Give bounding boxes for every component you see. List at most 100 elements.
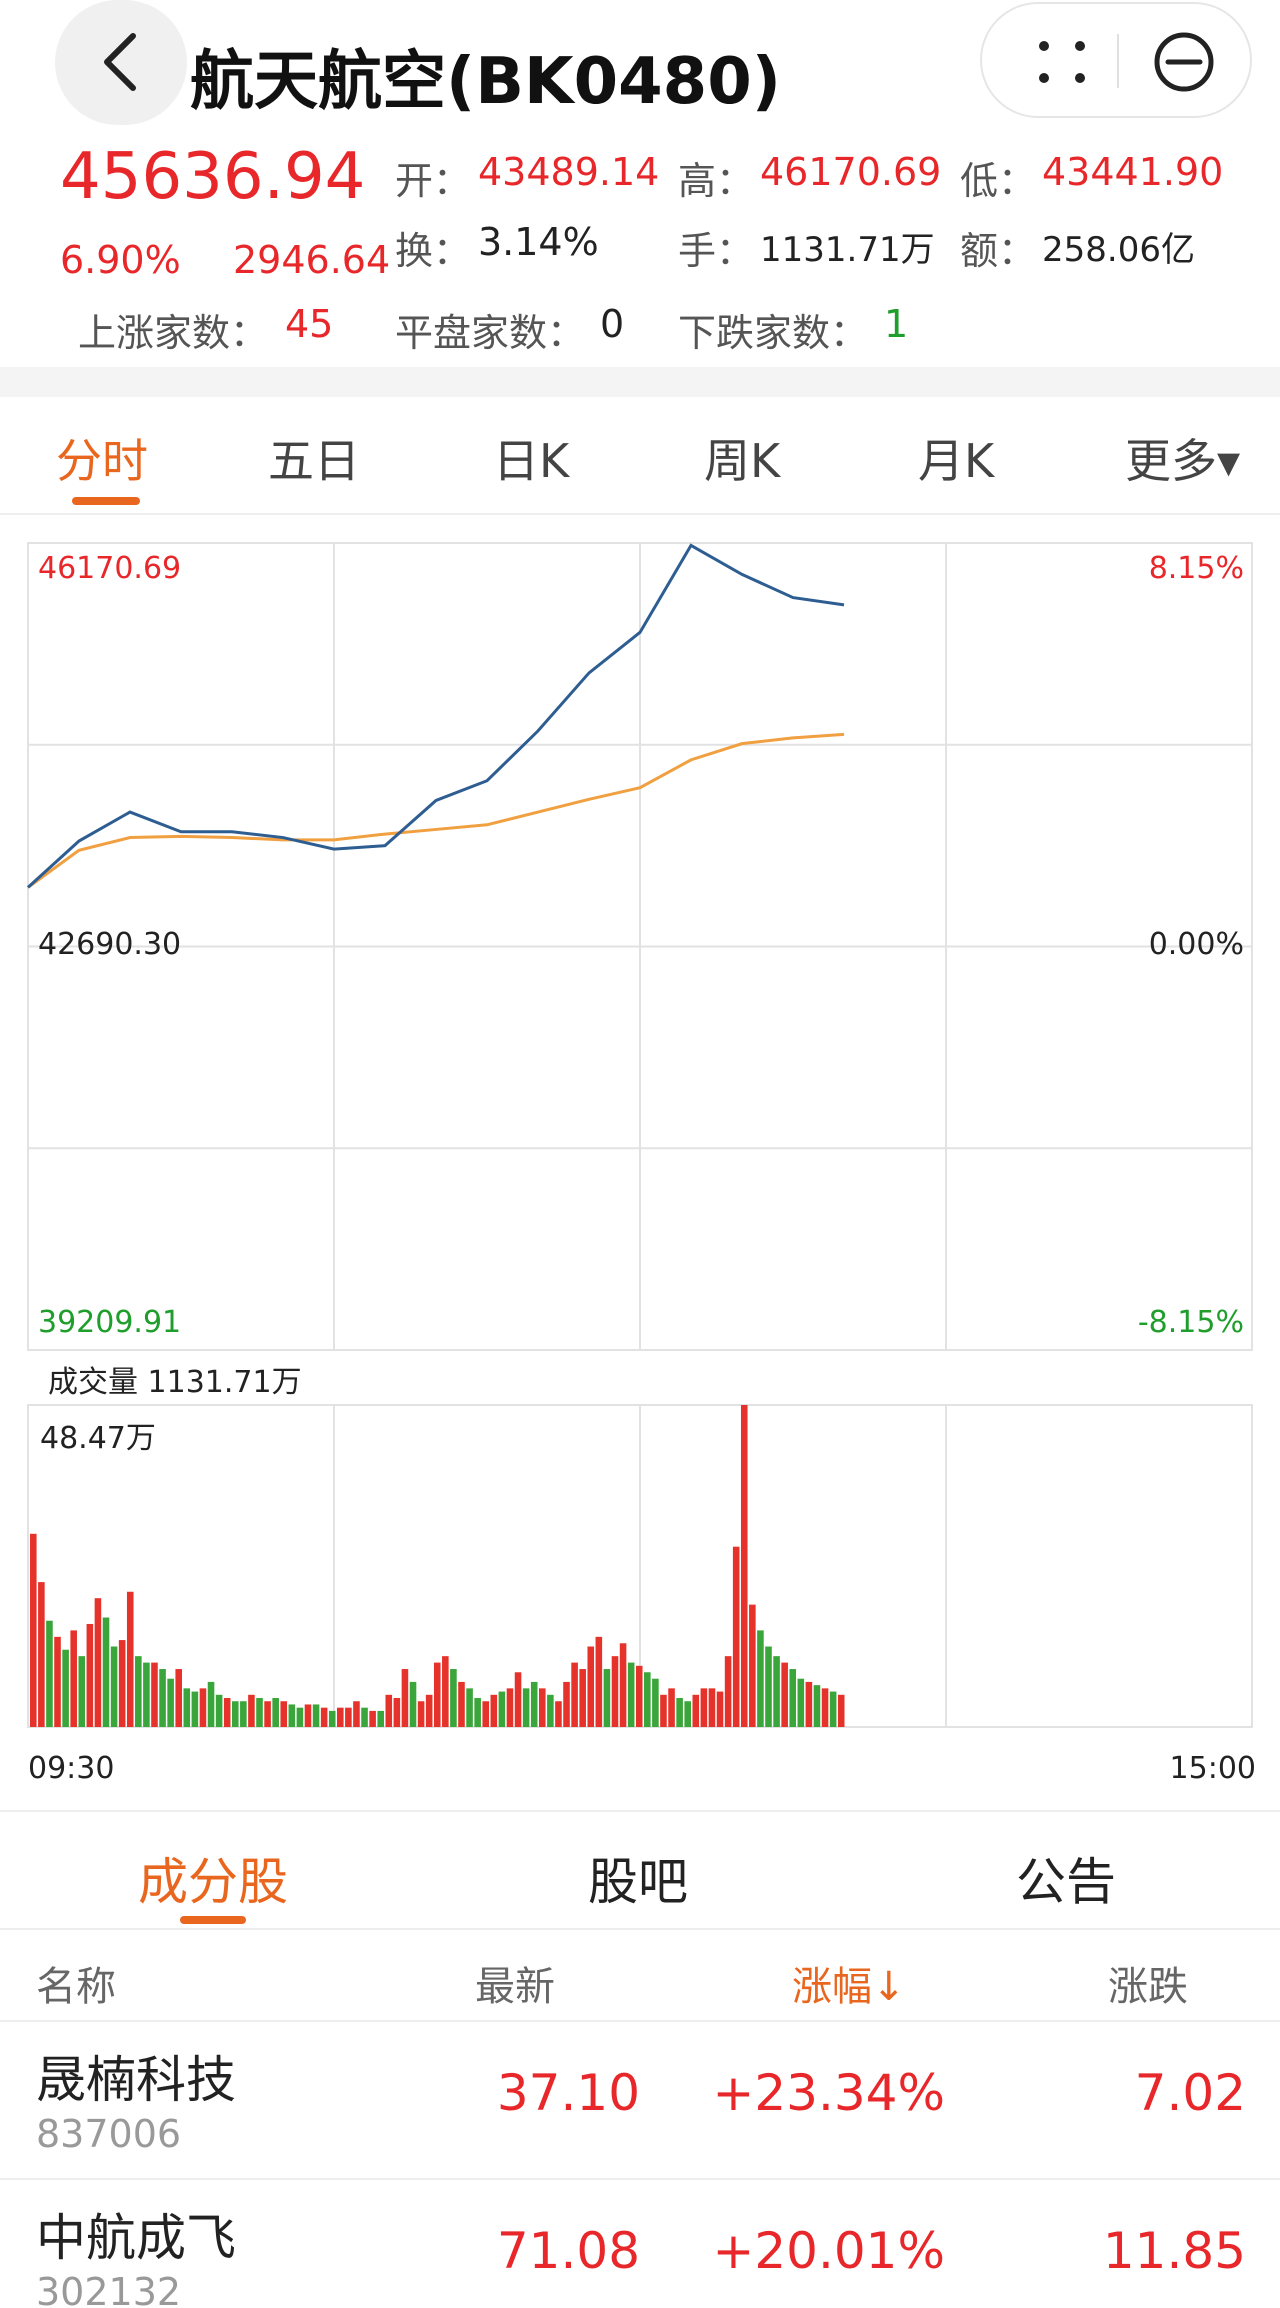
volume-bar <box>789 1669 797 1727</box>
volume-bar <box>385 1694 393 1727</box>
amount-value: 258.06亿 <box>1042 230 1195 270</box>
quote-panel: 45636.94 开： 43489.14 高： 46170.69 低： 4344… <box>0 140 1280 365</box>
time-end-label: 15:00 <box>1169 1751 1256 1786</box>
volume-bar <box>183 1688 191 1727</box>
average-price-line <box>27 732 845 889</box>
volume-bar <box>167 1678 174 1727</box>
volume-bar <box>740 1405 748 1727</box>
volume-bar <box>328 1710 336 1727</box>
volume-bar <box>401 1669 409 1727</box>
stock-name: 晟楠科技 <box>36 2051 236 2109</box>
volume-bar <box>458 1681 465 1727</box>
volume-bar <box>595 1636 603 1727</box>
amount-label: 额： <box>960 229 1037 273</box>
volume-bar <box>547 1694 554 1727</box>
volume-bar <box>126 1591 134 1727</box>
volume-bar <box>38 1582 45 1727</box>
table-row[interactable]: 中航成飞 302132 71.08 +20.01% 11.85 <box>0 2180 1280 2308</box>
up-count-label: 上涨家数： <box>78 311 269 355</box>
volume-bar <box>506 1688 514 1727</box>
tab-daily-k[interactable]: 日K <box>493 434 570 488</box>
volume-bar <box>288 1704 296 1727</box>
volume-bar <box>716 1691 724 1727</box>
volume-bar <box>361 1707 368 1727</box>
sub-tabs: 成分股 股吧 公告 <box>0 1810 1280 1930</box>
volume-bar <box>30 1533 37 1727</box>
col-name[interactable]: 名称 <box>36 1964 116 2010</box>
volume-bar <box>732 1546 740 1727</box>
tab-weekly-k[interactable]: 周K <box>704 434 781 488</box>
tab-intraday[interactable]: 分时 <box>56 434 148 488</box>
volume-bar <box>248 1694 255 1727</box>
volume-bar <box>353 1701 360 1727</box>
volume-bar <box>781 1662 788 1727</box>
volume-bar <box>724 1656 732 1727</box>
tab-forum[interactable]: 股吧 <box>588 1853 688 1911</box>
volume-bar <box>409 1681 417 1727</box>
volume-bar <box>312 1704 320 1727</box>
volume-bar <box>280 1701 288 1727</box>
volume-bar <box>563 1681 570 1727</box>
volume-bar <box>223 1698 231 1727</box>
volume-bar <box>102 1617 110 1727</box>
volume-bar <box>603 1669 611 1727</box>
volume-bar <box>619 1643 627 1727</box>
volume-bar <box>587 1646 595 1727</box>
pct-high-label: 8.15% <box>1148 551 1244 586</box>
volume-bar <box>143 1662 150 1727</box>
col-latest[interactable]: 最新 <box>475 1964 555 2010</box>
stock-latest: 71.08 <box>496 2222 640 2280</box>
volume-bar <box>652 1678 659 1727</box>
volume-bar <box>393 1698 401 1727</box>
price-mid-label: 42690.30 <box>38 927 182 962</box>
stock-change: 11.85 <box>1102 2222 1246 2280</box>
volume-bar <box>692 1694 700 1727</box>
volume-bar <box>320 1707 328 1727</box>
minimize-icon[interactable] <box>1152 30 1216 94</box>
volume-bar <box>757 1630 764 1727</box>
more-dots-icon[interactable] <box>1032 32 1092 92</box>
table-row[interactable]: 晟楠科技 837006 37.10 +23.34% 7.02 <box>0 2022 1280 2180</box>
volume-bar <box>579 1669 586 1727</box>
volume-bar <box>135 1656 142 1727</box>
volume-bar <box>110 1646 118 1727</box>
volume-bar <box>377 1710 384 1727</box>
tab-more[interactable]: 更多▾ <box>1125 434 1241 488</box>
volume-bar <box>369 1710 376 1727</box>
volume-bar <box>433 1662 441 1727</box>
tab-five-day[interactable]: 五日 <box>268 434 360 488</box>
pct-low-label: -8.15% <box>1137 1305 1244 1340</box>
col-change[interactable]: 涨跌 <box>1108 1964 1188 2010</box>
high-label: 高： <box>678 159 755 203</box>
turnover-label: 换： <box>395 229 472 273</box>
chart-canvas <box>26 542 1253 1728</box>
volume-bar <box>264 1701 271 1727</box>
down-count: 1 <box>884 302 909 346</box>
volume-bar <box>86 1623 94 1727</box>
volume-bar <box>749 1604 756 1727</box>
tab-announcements[interactable]: 公告 <box>1016 1853 1116 1911</box>
tab-monthly-k[interactable]: 月K <box>918 434 995 488</box>
volume-bar <box>611 1656 619 1727</box>
volume-bar <box>215 1694 223 1727</box>
low-value: 43441.90 <box>1042 150 1224 194</box>
stock-code: 837006 <box>36 2112 182 2156</box>
open-label: 开： <box>395 159 472 203</box>
turnover-value: 3.14% <box>478 220 599 264</box>
time-start-label: 09:30 <box>28 1751 115 1786</box>
col-change-pct[interactable]: 涨幅↓ <box>792 1964 906 2010</box>
back-button[interactable] <box>55 0 187 125</box>
volume-bar <box>555 1701 562 1727</box>
chart-grid <box>27 542 1253 1728</box>
volume-bar <box>240 1701 247 1727</box>
volume-bar <box>46 1620 53 1727</box>
volume-bar <box>498 1691 506 1727</box>
page-title: 航天航空(BK0480) <box>190 45 781 119</box>
stock-change-pct: +23.34% <box>712 2064 945 2122</box>
intraday-chart[interactable]: 46170.69 42690.30 39209.91 8.15% 0.00% -… <box>0 515 1280 1805</box>
up-count: 45 <box>285 302 334 346</box>
tab-constituents[interactable]: 成分股 <box>138 1853 288 1911</box>
volume-bar <box>482 1701 490 1727</box>
volume-bar <box>514 1672 522 1727</box>
volume-bar <box>571 1662 578 1727</box>
